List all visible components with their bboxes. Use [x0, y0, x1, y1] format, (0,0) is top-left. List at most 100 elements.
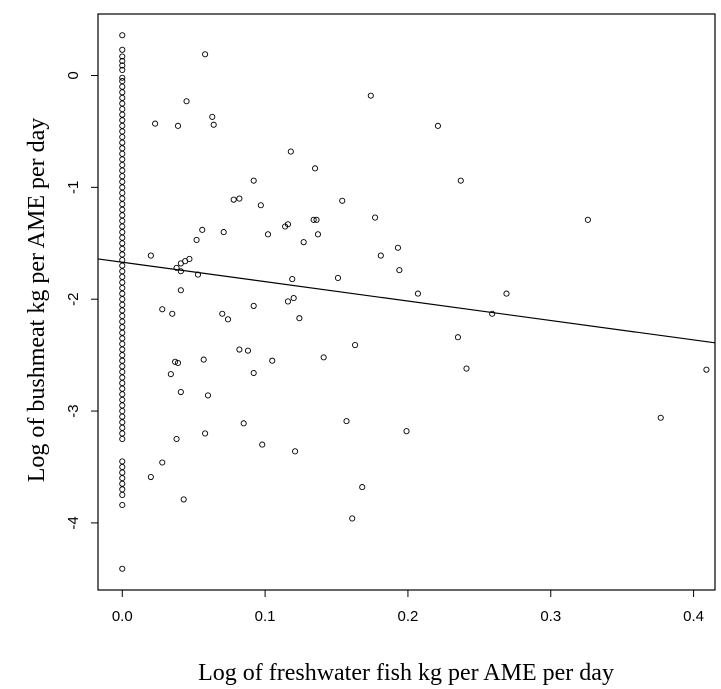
data-point — [119, 53, 126, 60]
data-point — [173, 264, 180, 271]
data-point — [414, 290, 421, 297]
x-tick-label: 0.4 — [683, 608, 704, 625]
x-tick-label: 0.1 — [255, 608, 276, 625]
data-point — [396, 267, 403, 274]
data-point — [119, 262, 126, 269]
data-point — [119, 324, 126, 331]
data-point — [202, 430, 209, 437]
data-point — [119, 161, 126, 169]
data-point — [119, 122, 126, 129]
data-point — [119, 173, 126, 180]
data-point — [119, 100, 126, 107]
data-point — [119, 486, 126, 493]
data-point — [343, 418, 350, 425]
data-point — [359, 484, 366, 491]
data-point — [119, 145, 126, 152]
data-point — [119, 458, 126, 465]
data-point — [349, 515, 356, 522]
data-point — [292, 448, 299, 455]
data-point — [180, 496, 187, 503]
data-point — [174, 359, 182, 367]
data-point — [177, 287, 184, 294]
data-point — [119, 318, 126, 325]
data-point — [119, 357, 126, 364]
data-point — [289, 276, 296, 283]
data-point — [119, 368, 126, 375]
data-point — [173, 435, 180, 443]
data-point — [119, 402, 126, 409]
y-tick-label: -2 — [65, 293, 82, 306]
data-point — [584, 216, 591, 223]
data-point — [119, 329, 126, 336]
data-point — [193, 236, 200, 243]
data-point — [119, 139, 126, 146]
data-point — [174, 122, 182, 129]
data-point — [119, 223, 126, 230]
data-point — [200, 356, 207, 363]
y-tick-label: -3 — [65, 404, 82, 417]
data-point — [119, 491, 126, 498]
data-point — [290, 295, 297, 302]
data-point — [119, 273, 126, 280]
data-point — [119, 62, 126, 69]
data-point — [377, 252, 384, 259]
data-point — [313, 216, 320, 223]
data-point — [219, 310, 226, 317]
data-point — [159, 459, 166, 466]
data-point — [119, 380, 126, 387]
data-point — [394, 244, 401, 251]
data-point — [119, 335, 126, 342]
data-point — [259, 441, 266, 448]
data-point — [119, 195, 126, 202]
data-point — [119, 66, 126, 73]
data-point — [147, 473, 154, 481]
x-tick-label: 0.2 — [397, 608, 418, 625]
data-point — [119, 469, 126, 476]
data-point — [372, 214, 379, 221]
y-tick-label: -1 — [65, 181, 82, 194]
data-point — [119, 83, 126, 90]
data-point — [119, 189, 126, 197]
data-point — [352, 342, 359, 349]
data-point — [119, 352, 126, 359]
data-point — [119, 419, 126, 426]
data-point — [287, 148, 294, 155]
data-point — [457, 177, 464, 184]
data-point — [312, 165, 319, 172]
data-point — [119, 212, 126, 219]
data-point — [284, 298, 292, 305]
data-point — [314, 231, 321, 238]
data-point — [169, 310, 176, 317]
data-point — [310, 216, 317, 223]
data-point — [236, 195, 243, 202]
data-point — [463, 365, 470, 372]
data-point — [220, 229, 227, 236]
data-point — [119, 32, 126, 39]
data-point — [489, 310, 496, 317]
data-point — [250, 369, 257, 377]
data-point — [296, 315, 303, 322]
data-point — [119, 167, 126, 174]
data-point — [119, 463, 126, 471]
x-axis: 0.0 0.1 0.2 0.3 0.4 — [112, 590, 704, 625]
data-point — [119, 111, 126, 118]
data-point — [119, 150, 126, 157]
data-point — [657, 414, 664, 421]
data-point — [224, 316, 232, 323]
data-point — [119, 251, 126, 258]
data-point — [119, 424, 126, 431]
data-point — [204, 392, 212, 399]
data-point — [119, 407, 126, 415]
data-point — [119, 89, 126, 96]
plot-frame — [97, 13, 716, 591]
data-point — [119, 201, 126, 208]
data-point — [119, 312, 126, 320]
data-point — [119, 46, 126, 53]
data-point — [119, 234, 126, 241]
data-point — [119, 156, 126, 163]
data-point — [119, 217, 126, 224]
data-point — [119, 240, 126, 247]
data-point — [177, 268, 184, 275]
data-point — [119, 565, 126, 572]
